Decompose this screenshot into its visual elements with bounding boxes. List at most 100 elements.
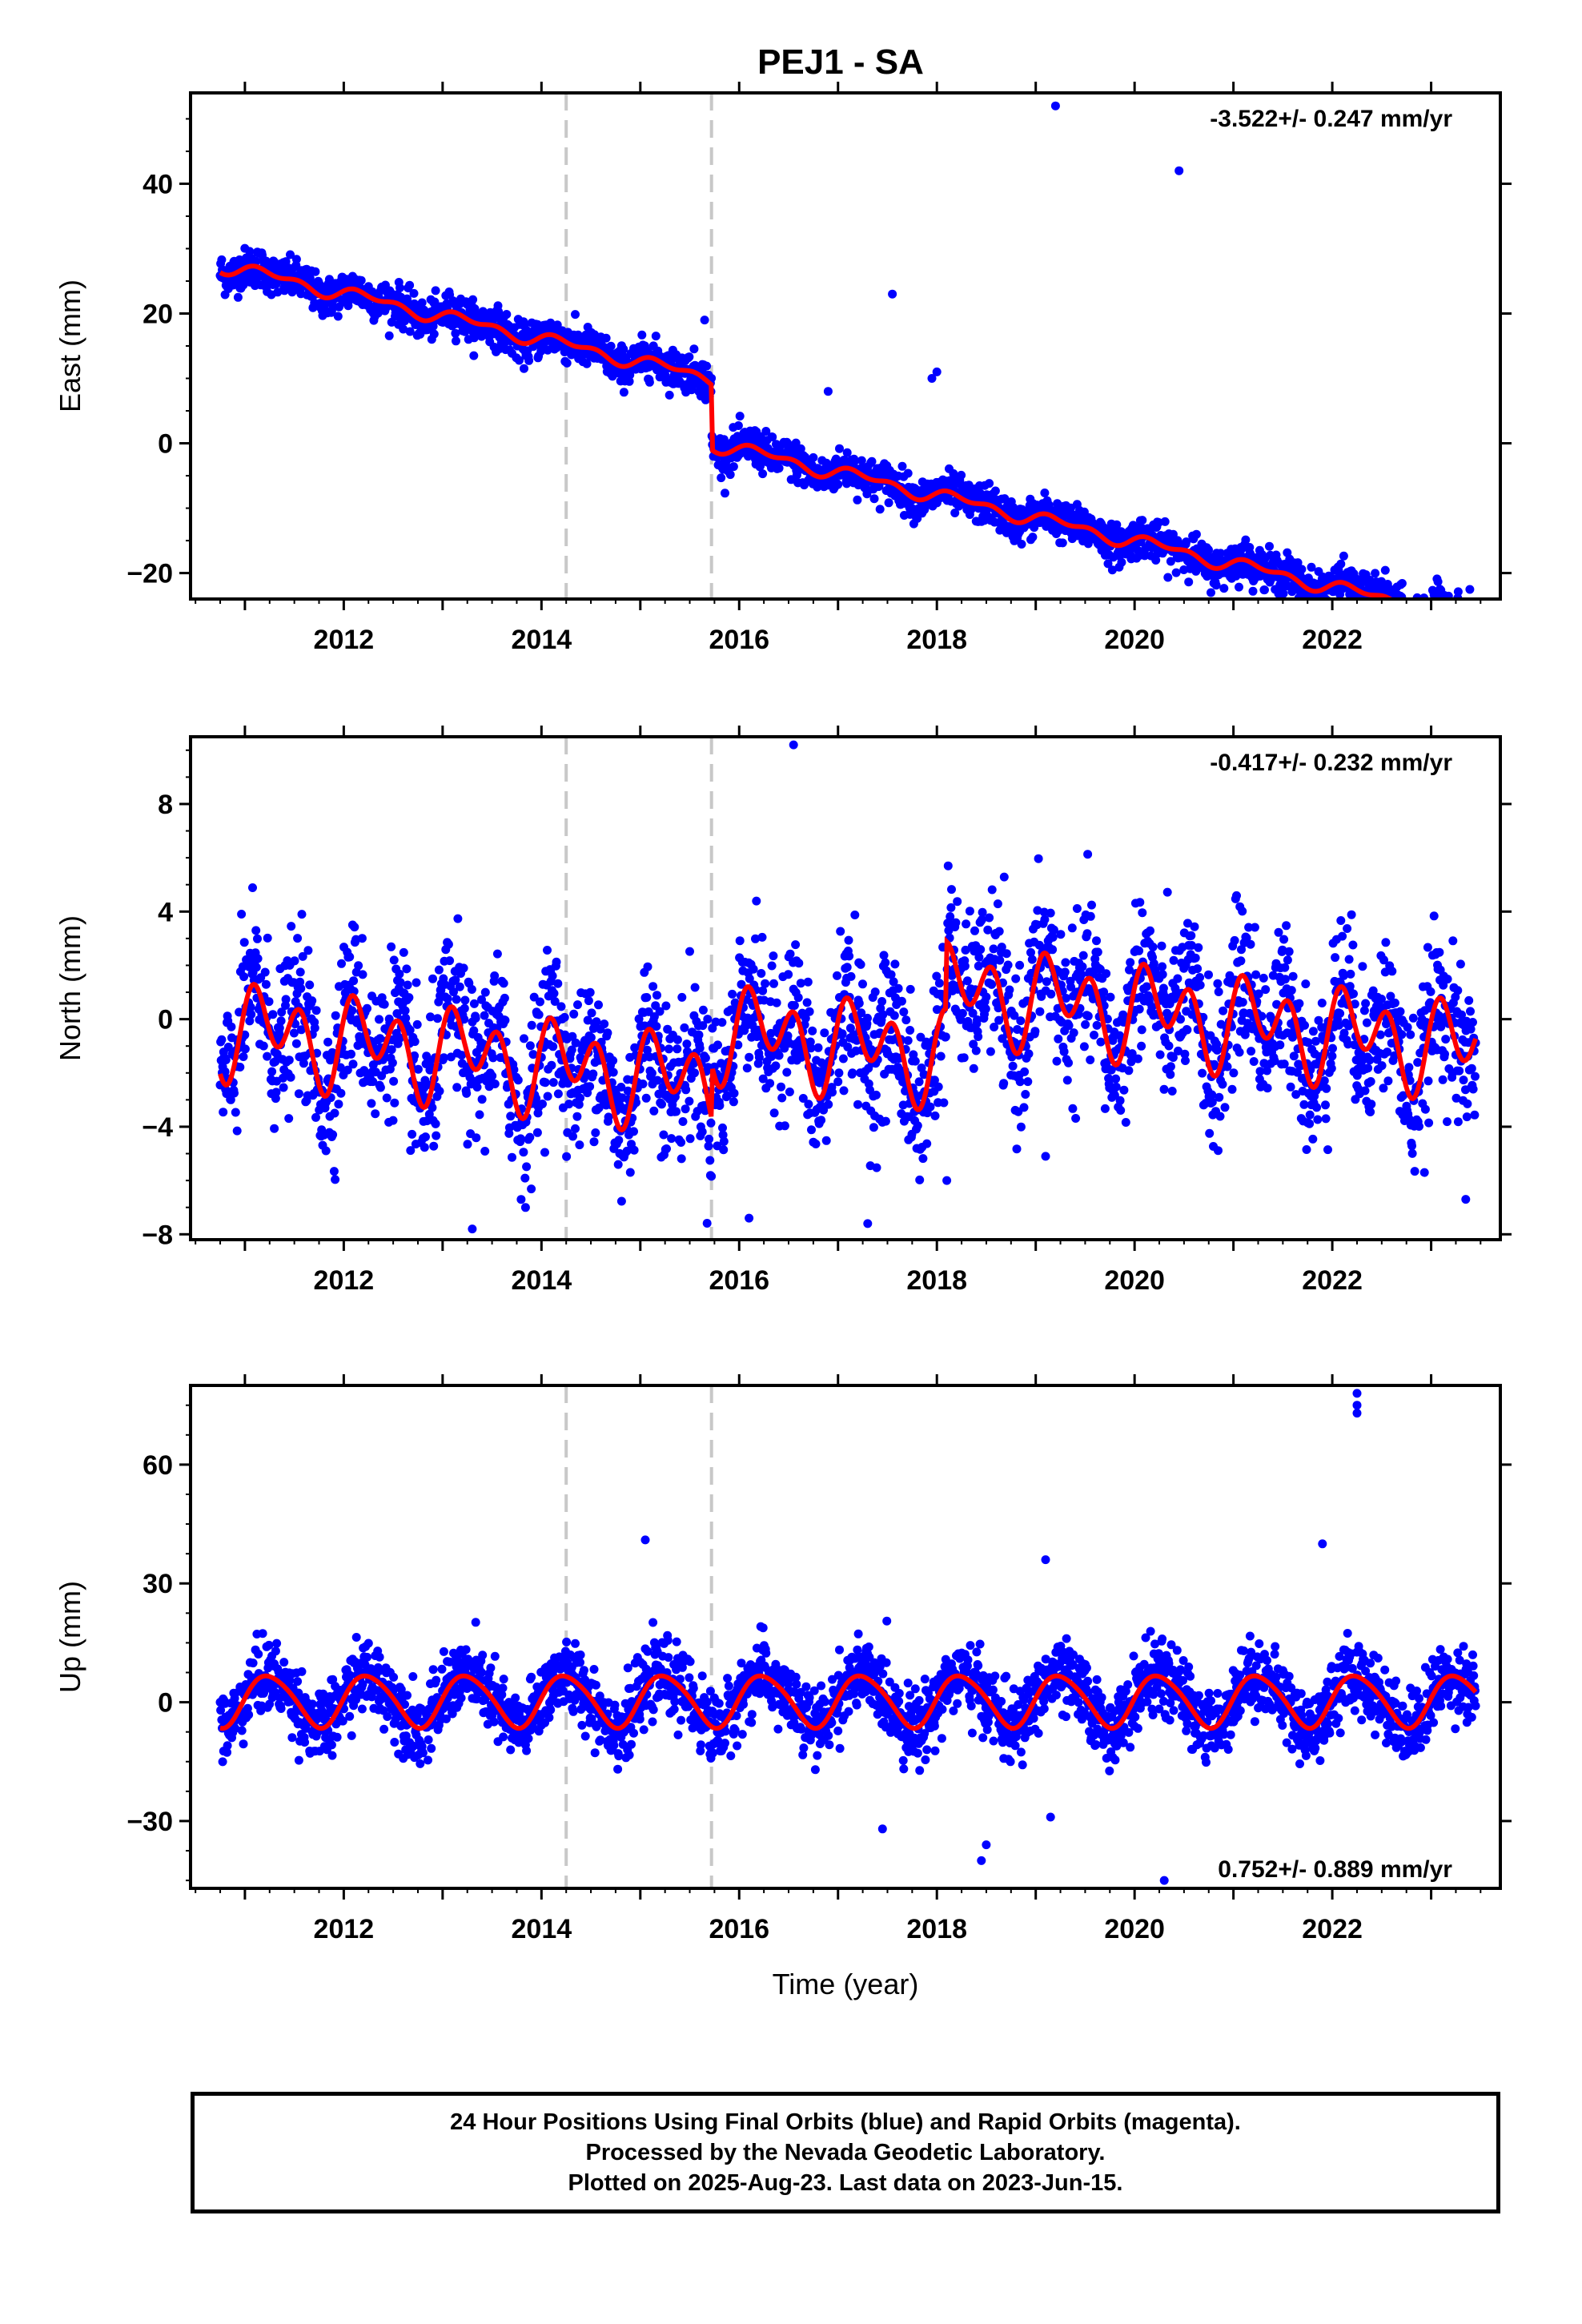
data-point: [1242, 933, 1251, 943]
data-point: [995, 955, 1005, 965]
data-point: [296, 983, 306, 993]
data-point: [777, 1093, 787, 1103]
data-point: [837, 1029, 847, 1039]
data-point: [528, 1050, 538, 1059]
data-point: [705, 1134, 714, 1144]
data-point: [594, 1104, 604, 1112]
data-point: [291, 255, 301, 264]
data-point: [685, 947, 694, 956]
data-point: [1295, 999, 1304, 1008]
data-point: [382, 1093, 391, 1103]
data-point: [694, 1030, 704, 1039]
data-point: [719, 1145, 729, 1155]
data-point: [642, 1045, 652, 1055]
data-point: [1067, 923, 1077, 933]
data-point: [958, 1008, 967, 1018]
data-point: [1307, 562, 1316, 572]
data-point: [1137, 1041, 1146, 1051]
data-point: [1215, 1112, 1225, 1121]
data-point: [564, 1100, 574, 1109]
data-point: [914, 1077, 924, 1087]
data-point: [500, 993, 509, 1003]
data-point: [1460, 615, 1469, 624]
data-point: [1468, 608, 1476, 617]
data-point: [1278, 945, 1287, 955]
data-point: [1002, 949, 1011, 959]
data-point: [665, 390, 674, 400]
data-point: [1015, 1077, 1025, 1087]
data-point: [1099, 987, 1109, 997]
data-point: [994, 927, 1004, 936]
data-point: [1235, 1047, 1244, 1057]
data-point: [1169, 955, 1178, 965]
data-point: [1162, 887, 1172, 897]
data-point: [263, 933, 272, 943]
data-point: [1072, 904, 1082, 913]
data-point: [576, 1093, 584, 1103]
data-point: [1195, 980, 1205, 990]
data-point: [1102, 969, 1111, 979]
data-point: [721, 489, 729, 498]
data-point: [644, 1007, 653, 1016]
data-point: [522, 1162, 532, 1172]
data-point: [641, 1093, 651, 1103]
data-point: [1149, 959, 1158, 968]
data-point: [757, 932, 767, 942]
data-point: [552, 320, 562, 330]
data-point: [1078, 962, 1087, 971]
data-point: [291, 1039, 301, 1048]
data-point: [697, 1127, 707, 1136]
data-point: [472, 1083, 482, 1092]
data-point: [1102, 1015, 1112, 1023]
data-point: [1422, 615, 1431, 624]
data-point: [350, 923, 359, 932]
data-point: [1146, 926, 1154, 935]
data-point: [1407, 600, 1416, 609]
data-point: [1138, 908, 1147, 918]
data-point: [405, 280, 415, 290]
data-point: [323, 1037, 333, 1047]
data-point: [652, 991, 661, 1000]
data-point: [930, 1111, 940, 1120]
data-point: [758, 986, 768, 995]
data-point: [424, 1109, 434, 1119]
data-point: [1397, 579, 1407, 588]
data-point: [1372, 609, 1381, 617]
data-point: [1142, 982, 1151, 991]
data-point: [969, 1063, 978, 1073]
data-point: [953, 897, 962, 907]
data-point: [553, 1089, 563, 1099]
data-point: [729, 1097, 738, 1107]
data-point: [406, 1146, 416, 1156]
data-point: [1207, 1097, 1217, 1107]
data-point: [926, 1102, 935, 1112]
data-point: [843, 1042, 853, 1051]
data-point: [1301, 979, 1311, 989]
data-point: [540, 1148, 549, 1157]
data-point: [459, 963, 468, 973]
data-point: [889, 1011, 899, 1020]
data-point: [817, 1116, 826, 1125]
data-point: [586, 1033, 596, 1043]
data-point: [1441, 615, 1450, 624]
data-point: [1387, 603, 1396, 612]
data-point: [789, 1001, 799, 1010]
data-point: [846, 971, 856, 981]
data-point: [1381, 600, 1390, 609]
data-point: [409, 288, 419, 298]
data-point: [574, 1100, 584, 1109]
data-point: [1215, 1092, 1224, 1102]
data-point: [936, 1051, 946, 1061]
data-point: [1259, 973, 1268, 983]
data-point: [1458, 614, 1467, 623]
data-point: [1184, 577, 1194, 587]
data-point: [1359, 609, 1368, 617]
data-point: [488, 1053, 498, 1063]
data-point: [295, 977, 305, 987]
data-point: [742, 1063, 752, 1073]
data-point: [548, 1078, 558, 1088]
data-point: [854, 999, 864, 1008]
data-point: [389, 955, 399, 965]
data-point: [758, 1074, 768, 1084]
data-point: [796, 444, 805, 453]
